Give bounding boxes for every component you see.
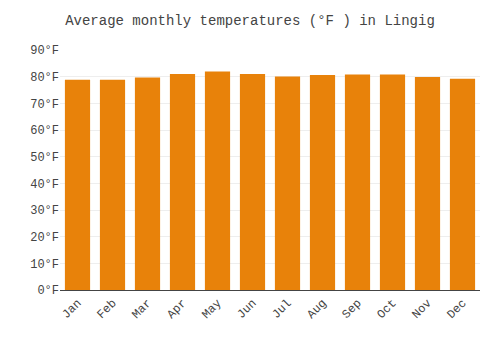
svg-text:Aug: Aug [304,297,329,322]
svg-text:40°F: 40°F [30,178,59,192]
svg-text:0°F: 0°F [37,284,59,298]
svg-text:70°F: 70°F [30,98,59,112]
svg-text:50°F: 50°F [30,151,59,165]
svg-text:Oct: Oct [374,297,399,322]
svg-text:80°F: 80°F [30,71,59,85]
svg-text:10°F: 10°F [30,258,59,272]
svg-text:Jan: Jan [59,297,84,322]
svg-text:Dec: Dec [444,297,469,322]
svg-text:Mar: Mar [129,297,154,322]
svg-text:Nov: Nov [409,297,434,322]
svg-text:May: May [199,297,224,322]
svg-text:60°F: 60°F [30,124,59,138]
svg-text:Feb: Feb [94,297,119,322]
svg-text:Jul: Jul [269,297,294,322]
svg-text:Sep: Sep [339,297,364,322]
svg-text:30°F: 30°F [30,204,59,218]
svg-text:Jun: Jun [234,297,259,322]
svg-text:Apr: Apr [164,297,189,322]
svg-text:20°F: 20°F [30,231,59,245]
svg-text:90°F: 90°F [30,44,59,58]
svg-text:Average monthly temperatures (: Average monthly temperatures (°F ) in Li… [65,13,435,29]
